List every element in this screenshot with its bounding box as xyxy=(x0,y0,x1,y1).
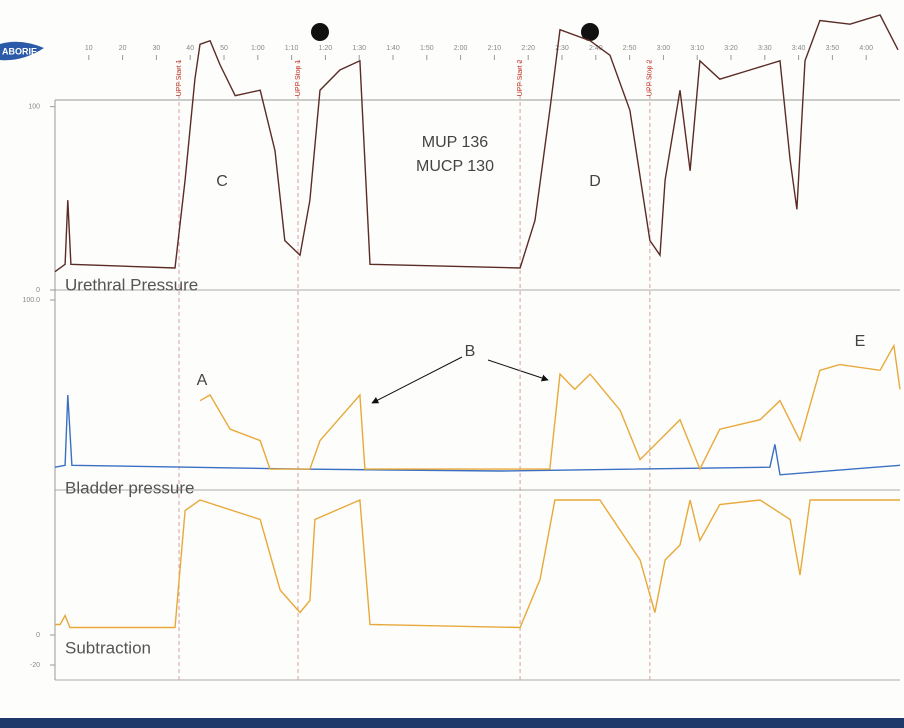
x-tick-label: 2:00 xyxy=(454,45,468,52)
x-tick-label: 1:20 xyxy=(319,45,333,52)
y-tick-label: 0 xyxy=(36,287,40,294)
y-tick-label: -20 xyxy=(30,662,40,669)
dot xyxy=(311,23,329,41)
logo-shape xyxy=(0,41,44,61)
x-tick-label: 1:50 xyxy=(420,45,434,52)
x-tick-label: 50 xyxy=(220,45,228,52)
logo: ABORIE xyxy=(2,46,37,56)
x-tick-label: 2:20 xyxy=(521,45,535,52)
x-tick-label: 3:40 xyxy=(792,45,806,52)
event-label: UPP Start 1 xyxy=(176,59,183,96)
x-tick-label: 1:40 xyxy=(386,45,400,52)
annotation: B xyxy=(465,343,476,360)
x-tick-label: 3:20 xyxy=(724,45,738,52)
trace xyxy=(54,394,901,476)
y-tick-label: 0 xyxy=(36,632,40,639)
x-tick-label: 20 xyxy=(119,45,127,52)
x-tick-label: 1:10 xyxy=(285,45,299,52)
trace xyxy=(55,498,900,629)
x-tick-label: 4:00 xyxy=(859,45,873,52)
x-tick-label: 1:00 xyxy=(251,45,265,52)
x-tick-label: 3:00 xyxy=(657,45,671,52)
x-tick-label: 1:30 xyxy=(352,45,366,52)
trace xyxy=(54,14,899,273)
panel-label: Bladder pressure xyxy=(65,478,194,497)
annotation: A xyxy=(197,372,208,389)
x-tick-label: 2:40 xyxy=(589,45,603,52)
x-tick-label: 40 xyxy=(186,45,194,52)
annotation: MUP 136 xyxy=(422,134,489,151)
y-tick-label: 100 xyxy=(28,104,40,111)
x-tick-label: 3:50 xyxy=(826,45,840,52)
arrow xyxy=(487,359,549,382)
event-label: UPP Stop 2 xyxy=(647,60,654,97)
annotation: C xyxy=(216,173,228,190)
bottom-bar xyxy=(0,718,904,728)
panel-label: Urethral Pressure xyxy=(65,275,198,294)
x-tick-label: 30 xyxy=(153,45,161,52)
trace xyxy=(199,343,901,471)
panel-label: Subtraction xyxy=(65,638,151,657)
x-tick-label: 3:10 xyxy=(690,45,704,52)
x-tick-label: 3:30 xyxy=(758,45,772,52)
arrow xyxy=(371,356,463,404)
event-label: UPP Start 2 xyxy=(517,59,524,96)
annotation: MUCP 130 xyxy=(416,158,494,175)
annotation: D xyxy=(589,173,601,190)
x-tick-label: 2:10 xyxy=(488,45,502,52)
x-tick-label: 2:30 xyxy=(555,45,569,52)
x-tick-label: 10 xyxy=(85,45,93,52)
y-tick-label: 100.0 xyxy=(22,297,40,304)
dot xyxy=(581,23,599,41)
annotation: E xyxy=(855,333,866,350)
x-tick-label: 2:50 xyxy=(623,45,637,52)
event-label: UPP Stop 1 xyxy=(295,60,302,97)
